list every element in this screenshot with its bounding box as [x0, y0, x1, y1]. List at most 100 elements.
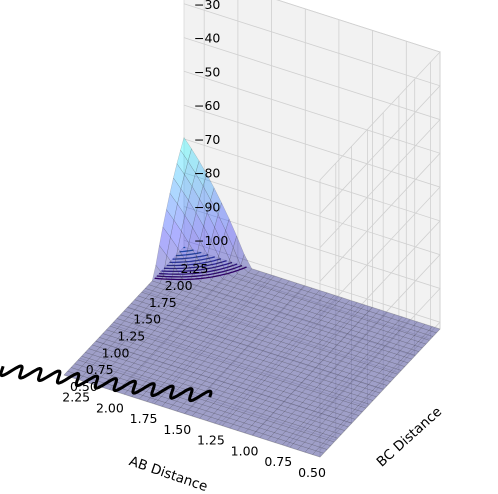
- surface-patch: [180, 174, 193, 201]
- surface-patch: [342, 386, 355, 394]
- surface-patch: [311, 430, 323, 438]
- surface-patch: [195, 198, 208, 227]
- surface-patch: [254, 407, 267, 415]
- surface-patch: [246, 321, 259, 329]
- surface-patch: [355, 351, 368, 359]
- surface-patch: [299, 412, 311, 419]
- surface-patch: [267, 289, 280, 297]
- surface-patch: [336, 424, 349, 431]
- surface-patch: [279, 307, 292, 315]
- surface-patch: [210, 187, 222, 216]
- surface-patch: [214, 214, 226, 244]
- surface-patch: [369, 326, 382, 334]
- surface-patch: [220, 318, 233, 326]
- surface-patch: [138, 395, 151, 402]
- surface-patch: [273, 345, 286, 352]
- surface-patch: [249, 371, 261, 379]
- surface-patch: [329, 338, 341, 346]
- surface-patch: [172, 327, 185, 335]
- surface-patch: [365, 394, 377, 401]
- surface-patch: [361, 397, 374, 405]
- surface-patch: [210, 349, 223, 357]
- z-tick-label: −30: [194, 0, 220, 12]
- surface-patch: [162, 209, 175, 238]
- contour-level: [159, 263, 238, 275]
- y-tick-label: 1.25: [117, 329, 145, 344]
- surface-patch: [389, 357, 402, 365]
- surface-patch: [357, 318, 370, 326]
- surface-patch: [348, 359, 361, 367]
- surface-patch: [216, 395, 229, 403]
- surface-patch: [264, 376, 276, 384]
- surface-patch: [81, 352, 94, 359]
- surface-patch: [154, 399, 166, 407]
- surface-patch: [288, 413, 300, 421]
- surface-patch: [242, 389, 255, 396]
- surface-patch: [194, 314, 207, 322]
- surface-patch: [240, 349, 253, 357]
- surface-patch: [96, 366, 109, 374]
- surface-patch: [219, 288, 231, 296]
- surface-patch: [180, 137, 192, 162]
- surface-patch: [285, 280, 298, 288]
- surface-patch: [277, 351, 290, 359]
- surface-patch: [388, 347, 401, 355]
- surface-patch: [162, 338, 174, 346]
- surface-patch: [293, 366, 306, 373]
- surface-patch: [207, 280, 220, 287]
- surface-patch: [289, 360, 302, 367]
- surface-patch: [149, 300, 162, 308]
- surface-patch: [84, 348, 97, 356]
- surface-patch: [113, 318, 125, 325]
- z-tick-label: −40: [194, 31, 220, 46]
- surface-patch: [95, 347, 108, 354]
- surface-patch: [221, 328, 233, 336]
- surface-patch: [214, 419, 226, 426]
- surface-patch: [148, 353, 160, 361]
- surface-patch: [270, 422, 282, 430]
- surface-patch: [247, 341, 260, 349]
- surface-patch: [278, 278, 290, 285]
- surface-patch: [295, 342, 308, 350]
- surface-patch: [270, 432, 283, 440]
- surface-patch: [115, 377, 128, 385]
- surface-patch: [212, 389, 225, 397]
- surface-patch: [175, 313, 188, 321]
- surface-patch: [266, 436, 279, 443]
- y-gridline: [142, 95, 400, 374]
- surface-patch: [374, 362, 387, 370]
- surface-patch: [256, 290, 269, 298]
- surface-patch: [327, 391, 340, 399]
- surface-patch: [150, 330, 163, 338]
- surface-patch: [113, 328, 126, 335]
- surface-patch: [181, 259, 194, 284]
- surface-patch: [155, 346, 167, 354]
- surface-patch: [350, 389, 362, 396]
- surface-patch: [229, 350, 242, 358]
- surface-patch: [260, 296, 273, 304]
- y-gridline: [63, 180, 321, 458]
- surface-patch: [170, 361, 183, 368]
- surface-patch: [267, 362, 279, 370]
- surface-patch: [242, 315, 255, 323]
- surface-patch: [267, 372, 280, 380]
- surface-patch: [153, 306, 166, 314]
- surface-patch: [225, 417, 238, 425]
- surface-patch: [322, 439, 335, 446]
- surface-patch: [338, 380, 351, 388]
- surface-patch: [282, 440, 294, 448]
- surface-patch: [202, 337, 215, 344]
- surface-patch: [184, 336, 197, 343]
- surface-patch: [74, 359, 86, 367]
- surface-patch: [322, 355, 335, 363]
- surface-patch: [350, 315, 362, 323]
- surface-patch: [304, 364, 317, 372]
- surface-patch: [357, 308, 370, 316]
- surface-patch: [253, 304, 266, 312]
- surface-patch: [152, 370, 165, 377]
- surface-patch: [241, 295, 254, 303]
- surface-patch: [271, 378, 284, 386]
- surface-patch: [313, 313, 325, 321]
- surface-patch: [315, 436, 327, 444]
- surface-patch: [262, 336, 274, 344]
